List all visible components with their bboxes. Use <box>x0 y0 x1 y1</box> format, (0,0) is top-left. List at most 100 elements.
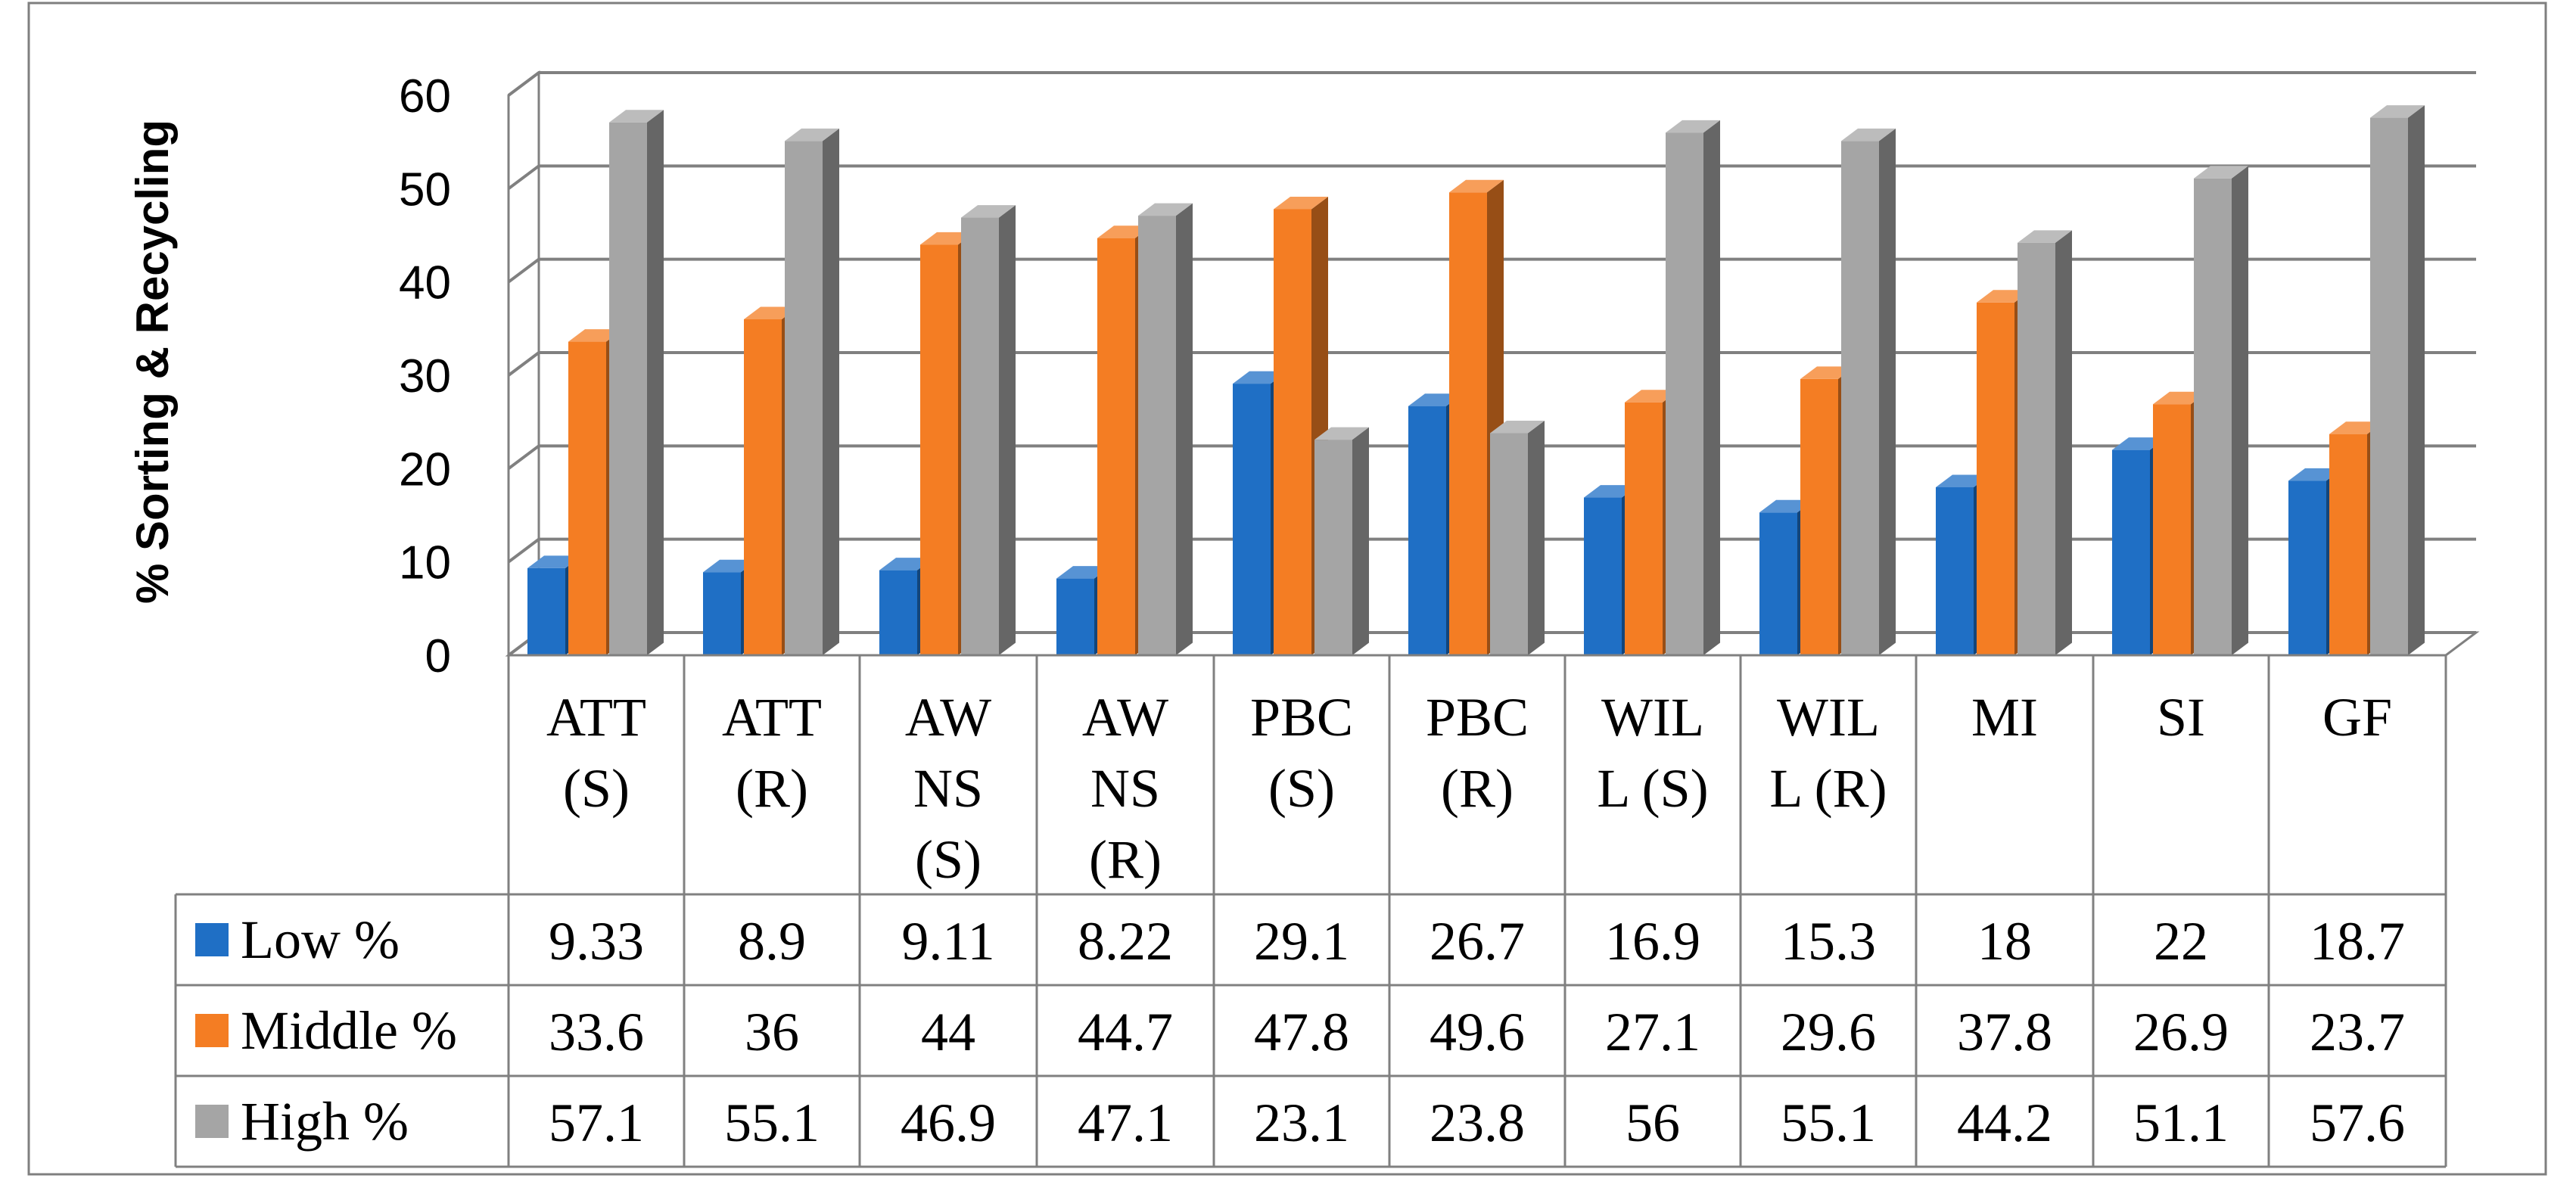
y-tick-label: 50 <box>399 163 451 216</box>
data-label: 8.22 <box>1078 911 1173 972</box>
category-label: GF <box>2322 687 2392 748</box>
bar <box>609 110 664 655</box>
bar-top <box>609 110 664 123</box>
category-label: (R) <box>1089 829 1162 890</box>
category-label: SI <box>2157 687 2205 748</box>
bar-front <box>920 244 958 655</box>
bar <box>1841 128 1896 655</box>
data-label: 49.6 <box>1430 1002 1525 1062</box>
bar-front <box>527 567 565 655</box>
category-label: AW <box>1082 687 1168 748</box>
data-label: 44 <box>921 1002 975 1062</box>
bar <box>2194 166 2248 655</box>
gridline <box>507 71 2476 97</box>
bar-front <box>1233 384 1271 655</box>
bar-front <box>568 341 606 655</box>
data-label: 29.6 <box>1781 1002 1876 1062</box>
y-ticks: 0 10 20 30 40 50 60 <box>399 70 451 682</box>
bar-front <box>2018 242 2055 655</box>
bar-front <box>1584 497 1622 655</box>
data-label: 15.3 <box>1781 911 1876 972</box>
data-label: 55.1 <box>724 1093 820 1153</box>
category-label: NS <box>1090 758 1160 819</box>
category-label: ATT <box>722 687 822 748</box>
bar-front <box>2288 480 2326 655</box>
bar-top <box>1314 427 1369 440</box>
bar-top <box>2194 166 2248 179</box>
bar <box>2370 105 2425 656</box>
data-label: 57.6 <box>2310 1093 2405 1153</box>
bar-front <box>744 319 782 655</box>
bar-front <box>1138 216 1176 656</box>
bar-front <box>1666 132 1703 656</box>
data-label: 9.33 <box>549 911 644 972</box>
bar <box>1666 120 1720 656</box>
bar-top <box>1274 196 1328 210</box>
data-label: 47.1 <box>1078 1093 1173 1153</box>
bar-front <box>1841 141 1879 655</box>
category-label: (R) <box>736 758 808 819</box>
bar-top <box>1138 203 1193 216</box>
bar-front <box>2370 117 2408 656</box>
gridline <box>507 351 2476 377</box>
gridline <box>507 164 2476 190</box>
bar-top <box>2018 230 2072 243</box>
bar-top <box>1666 120 1720 133</box>
legend-swatch <box>195 923 229 956</box>
bar-front <box>1274 209 1311 655</box>
bar-front <box>1449 192 1487 655</box>
category-label: (S) <box>563 758 630 819</box>
category-label: (S) <box>1268 758 1335 819</box>
data-label: 47.8 <box>1254 1002 1349 1062</box>
bar-front <box>2329 434 2367 655</box>
y-tick-label: 20 <box>399 443 451 496</box>
data-label: 44.7 <box>1078 1002 1173 1062</box>
bar <box>2018 230 2072 655</box>
category-label: (R) <box>1441 758 1514 819</box>
category-label: MI <box>1971 687 2038 748</box>
bar-front <box>703 572 741 655</box>
data-label: 26.9 <box>2133 1002 2229 1062</box>
y-tick-label: 40 <box>399 257 451 309</box>
legend-label: High % <box>241 1091 409 1152</box>
chart-border <box>27 2 2547 1176</box>
category-label: AW <box>905 687 991 748</box>
bar-top <box>961 205 1016 218</box>
bar-top <box>1490 420 1545 434</box>
bar-front <box>1977 302 2014 655</box>
bar-side <box>823 128 839 655</box>
bar-front <box>1936 487 1974 655</box>
category-label: NS <box>913 758 983 819</box>
data-label: 26.7 <box>1430 911 1525 972</box>
bar-front <box>1759 512 1797 655</box>
bar-front <box>961 217 999 656</box>
y-tick-label: 30 <box>399 350 451 403</box>
data-label: 23.7 <box>2310 1002 2405 1062</box>
data-label: 22 <box>2154 911 2208 972</box>
bar-front <box>1625 402 1663 655</box>
data-label: 36 <box>745 1002 799 1062</box>
category-label: ATT <box>546 687 646 748</box>
data-table: ATT (S) ATT (R) AW NS (S) AW NS (R) PBC (S) PBC (R) WI… <box>174 654 2447 1168</box>
bar-front <box>1314 440 1352 655</box>
category-label: WIL <box>1777 687 1880 748</box>
category-label: L (S) <box>1597 758 1708 819</box>
bar-top <box>1449 179 1504 193</box>
data-label: 56 <box>1626 1093 1680 1153</box>
gridline <box>507 257 2476 284</box>
bar-side <box>2408 105 2425 656</box>
legend-label: Low % <box>241 909 400 970</box>
bar-side <box>1528 420 1545 655</box>
category-label: (S) <box>915 829 982 890</box>
bar-side <box>1879 128 1896 655</box>
y-tick-label: 10 <box>399 537 451 589</box>
bar-side <box>1352 427 1369 655</box>
legend-swatch <box>195 1105 229 1138</box>
data-label: 51.1 <box>2133 1093 2229 1153</box>
bar-front <box>785 141 823 655</box>
y-tick-label: 60 <box>399 70 451 123</box>
data-label: 23.1 <box>1254 1093 1349 1153</box>
data-label: 57.1 <box>549 1093 644 1153</box>
